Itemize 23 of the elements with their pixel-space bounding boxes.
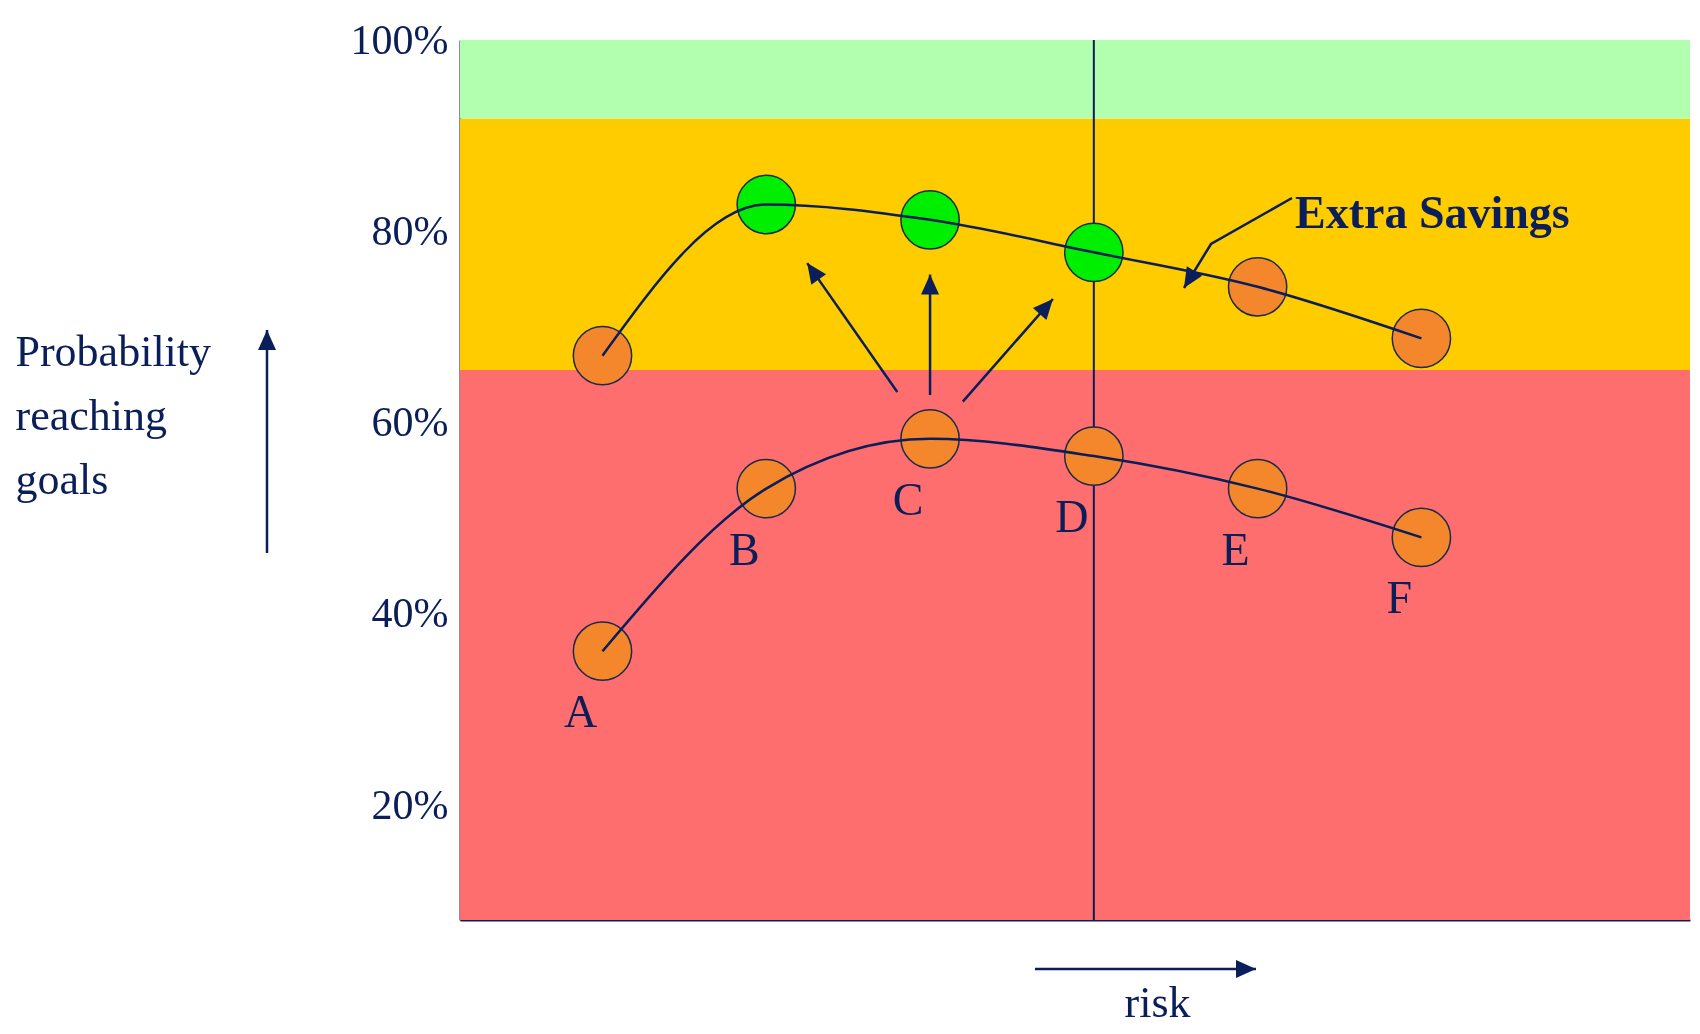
x-tick-label: A [563, 686, 598, 738]
point [1063, 222, 1124, 283]
x-axis-title: risk [1124, 977, 1191, 1027]
point [1063, 426, 1124, 486]
point [736, 174, 797, 235]
y-tick-label: 20% [371, 781, 449, 828]
y-tick-label: 60% [371, 399, 449, 446]
point [736, 458, 797, 519]
point [1391, 507, 1452, 568]
annotation: Extra Savings [1295, 187, 1570, 238]
y-tick-label: 80% [371, 207, 449, 254]
point [572, 621, 633, 682]
x-tick-label: E [1221, 523, 1250, 575]
x-tick-label: B [728, 523, 760, 575]
x-tick-label: F [1386, 572, 1413, 624]
x-tick-label: C [892, 473, 924, 525]
point [900, 189, 960, 250]
y-axis-title: Probability reaching goals [15, 326, 212, 504]
x-tick-label: D [1055, 491, 1089, 543]
y-tick-label: 100% [350, 16, 449, 63]
y-tick-label: 40% [371, 590, 449, 637]
point [1227, 458, 1288, 519]
point [900, 409, 960, 469]
